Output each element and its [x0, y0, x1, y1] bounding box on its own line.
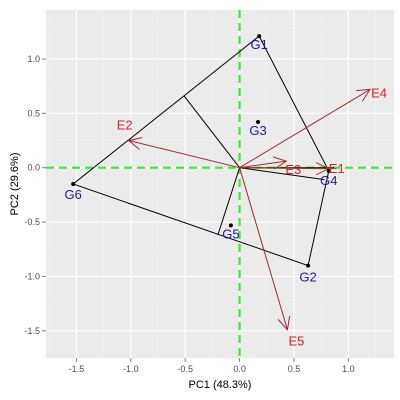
genotype-point-g4 — [326, 168, 331, 173]
environment-label-e1: E1 — [329, 161, 345, 176]
y-tick-label: 1.0 — [27, 54, 40, 64]
arrowhead-e4 — [356, 88, 372, 102]
genotype-label-g1: G1 — [250, 37, 267, 52]
genotype-label-g6: G6 — [65, 187, 82, 202]
genotype-labels: G1 G2 G3 G4 G5 G6 — [65, 37, 338, 284]
major-gridlines — [46, 10, 394, 358]
environment-label-e2: E2 — [117, 118, 133, 133]
arrowhead-e2 — [127, 137, 143, 150]
sector-line — [217, 167, 241, 236]
y-axis-ticks: -1.5 -1.0 -0.5 0.0 0.5 1.0 — [24, 54, 46, 336]
reference-lines — [46, 10, 394, 358]
vector-e3 — [239, 160, 287, 169]
arrowhead-e3 — [272, 156, 288, 170]
genotype-point-g1 — [257, 34, 262, 39]
x-axis-ticks: -1.5 -1.0 -0.5 0.0 0.5 1.0 — [69, 358, 355, 374]
arrowhead-e5 — [277, 315, 291, 331]
vector-e2 — [128, 140, 240, 169]
y-tick-label: 0.0 — [27, 163, 40, 173]
vector-e1 — [239, 167, 329, 170]
x-axis-title: PC1 (48.3%) — [189, 379, 252, 391]
arrowhead-e1 — [315, 162, 330, 176]
genotype-label-g4: G4 — [320, 173, 337, 188]
genotype-points — [71, 34, 331, 268]
environment-label-e3: E3 — [285, 162, 301, 177]
sector-line — [239, 167, 325, 181]
y-axis-title: PC2 (29.6%) — [9, 153, 21, 216]
plot-panel — [46, 10, 394, 358]
genotype-point-g6 — [71, 182, 76, 186]
x-tick-label: -1.0 — [123, 364, 139, 374]
genotype-point-g5 — [228, 223, 233, 228]
y-tick-label: -1.5 — [24, 326, 40, 336]
environment-label-e5: E5 — [288, 334, 304, 349]
genotype-point-g2 — [306, 263, 311, 268]
x-tick-label: 0.5 — [288, 364, 301, 374]
genotype-label-g5: G5 — [222, 226, 239, 241]
sector-line — [183, 95, 240, 168]
y-tick-label: -0.5 — [24, 217, 40, 227]
environment-labels: E1 E2 E3 E4 E5 — [117, 85, 387, 348]
genotype-label-g3: G3 — [249, 123, 266, 138]
vector-e4 — [239, 88, 371, 169]
y-tick-label: 0.5 — [27, 108, 40, 118]
y-tick-label: -1.0 — [24, 271, 40, 281]
genotype-label-g2: G2 — [299, 270, 316, 285]
x-tick-label: -1.5 — [69, 364, 85, 374]
vector-e5 — [239, 167, 288, 330]
x-tick-label: 0.0 — [233, 364, 246, 374]
x-tick-label: 1.0 — [342, 364, 355, 374]
genotype-point-g3 — [256, 120, 261, 125]
x-tick-label: -0.5 — [177, 364, 193, 374]
environment-vectors — [127, 88, 372, 331]
environment-label-e4: E4 — [371, 85, 387, 100]
minor-gridlines — [46, 10, 394, 358]
